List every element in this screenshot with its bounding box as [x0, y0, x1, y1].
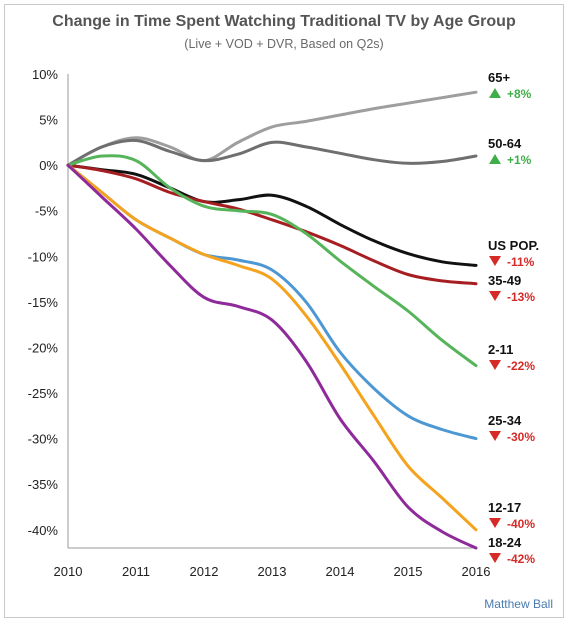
series-name-label: 12-17: [488, 500, 521, 515]
series-line: [66, 90, 478, 167]
down-triangle-icon: [489, 518, 501, 528]
x-tick-label: 2013: [258, 564, 287, 579]
y-tick-label: -30%: [28, 432, 59, 447]
y-tick-label: -5%: [35, 204, 59, 219]
chart-subtitle: (Live + VOD + DVR, Based on Q2s): [184, 37, 384, 51]
series-line: [66, 163, 478, 441]
y-tick-label: -25%: [28, 386, 59, 401]
series-line: [66, 163, 478, 267]
series-line: [66, 138, 478, 167]
series-name-label: 35-49: [488, 273, 521, 288]
y-tick-label: -15%: [28, 295, 59, 310]
down-triangle-icon: [489, 291, 501, 301]
y-tick-label: 5%: [39, 113, 58, 128]
y-tick-label: -20%: [28, 340, 59, 355]
series-change-label: -42%: [507, 552, 535, 566]
down-triangle-icon: [489, 360, 501, 370]
y-tick-label: -35%: [28, 477, 59, 492]
series-change-label: -22%: [507, 359, 535, 373]
chart-credit: Matthew Ball: [484, 597, 553, 611]
series-end-label: 25-34 -30%: [488, 413, 535, 444]
series-line: [66, 163, 478, 532]
up-triangle-icon: [489, 154, 501, 164]
x-tick-label: 2015: [394, 564, 423, 579]
x-tick-label: 2012: [190, 564, 219, 579]
series-change-label: -11%: [507, 255, 535, 269]
up-triangle-icon: [489, 88, 501, 98]
y-tick-label: 0%: [39, 158, 58, 173]
series-change-label: -40%: [507, 517, 535, 531]
x-tick-label: 2014: [326, 564, 355, 579]
down-triangle-icon: [489, 553, 501, 563]
y-tick-label: -40%: [28, 523, 59, 538]
series-end-label: US POP. -11%: [488, 238, 539, 269]
series-change-label: -30%: [507, 430, 535, 444]
series-name-label: 25-34: [488, 413, 522, 428]
x-tick-label: 2011: [122, 564, 150, 579]
series-line: [66, 163, 478, 286]
series-end-label: 65++8%: [488, 70, 532, 101]
series-change-label: -13%: [507, 290, 535, 304]
series-end-label: 18-24 -42%: [488, 535, 535, 566]
series-line: [66, 163, 478, 550]
y-tick-label: 10%: [32, 67, 58, 82]
series-name-label: 65+: [488, 70, 510, 85]
chart-title: Change in Time Spent Watching Traditiona…: [52, 13, 516, 30]
series-end-label: 2-11 -22%: [488, 342, 535, 373]
series-end-label: 35-49 -13%: [488, 273, 535, 304]
series-name-label: 18-24: [488, 535, 522, 550]
series-name-label: 2-11: [488, 342, 513, 357]
series-end-label: 50-64 +1%: [488, 136, 532, 167]
chart-frame: Change in Time Spent Watching Traditiona…: [4, 4, 564, 618]
down-triangle-icon: [489, 256, 501, 266]
y-tick-label: -10%: [28, 249, 59, 264]
x-tick-label: 2016: [462, 564, 491, 579]
series-change-label: +8%: [507, 87, 532, 101]
series-name-label: 50-64: [488, 136, 522, 151]
series-change-label: +1%: [507, 153, 532, 167]
series-line: [66, 154, 478, 368]
down-triangle-icon: [489, 431, 501, 441]
series-name-label: US POP.: [488, 238, 539, 253]
series-end-label: 12-17 -40%: [488, 500, 535, 531]
x-tick-label: 2010: [54, 564, 83, 579]
